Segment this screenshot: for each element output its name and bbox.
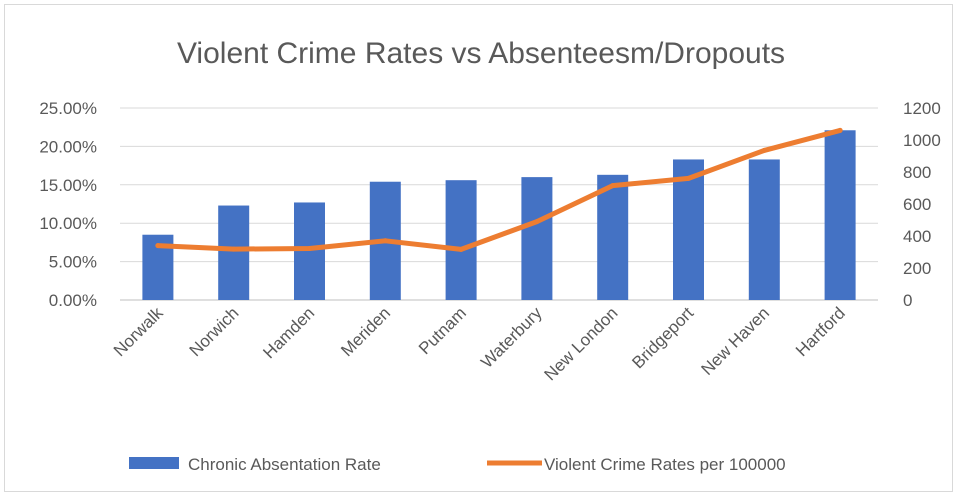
line-point — [761, 147, 767, 153]
x-tick-label: Waterbury — [477, 303, 546, 372]
chart-title: Violent Crime Rates vs Absenteesm/Dropou… — [177, 37, 785, 70]
line-point — [231, 246, 237, 252]
right-axis-ticks: 0 200 400 600 800 1000 1200 — [903, 99, 941, 310]
right-tick-label: 0 — [903, 291, 912, 310]
x-tick-label: Meriden — [337, 303, 394, 360]
left-tick-label: 15.00% — [39, 176, 97, 195]
bar — [521, 177, 553, 300]
legend-bar-swatch — [129, 457, 179, 469]
left-tick-label: 20.00% — [39, 137, 97, 156]
x-tick-label: Putnam — [415, 303, 470, 358]
line-point — [307, 245, 312, 251]
right-tick-label: 400 — [903, 227, 931, 246]
x-axis-labels: Norwalk Norwich Hamden Meriden Putnam Waterbu… — [110, 303, 849, 384]
right-tick-label: 200 — [903, 259, 931, 278]
right-tick-label: 800 — [903, 163, 931, 182]
line-point — [382, 238, 388, 244]
line-point — [155, 243, 161, 249]
bar — [597, 174, 629, 300]
x-tick-label: New London — [541, 303, 622, 384]
right-tick-label: 1200 — [903, 99, 941, 118]
line-point — [686, 175, 691, 181]
right-tick-label: 600 — [903, 195, 931, 214]
left-tick-label: 10.00% — [39, 214, 97, 233]
bar — [218, 205, 250, 300]
bar — [294, 202, 325, 300]
x-tick-label: Hamden — [259, 303, 318, 362]
line-point — [837, 127, 843, 133]
x-tick-label: Norwich — [186, 303, 243, 360]
x-tick-label: Bridgeport — [628, 303, 697, 372]
left-tick-label: 5.00% — [49, 253, 97, 272]
x-tick-label: Hartford — [792, 303, 849, 360]
line-point — [458, 246, 464, 252]
left-tick-label: 25.00% — [39, 99, 97, 118]
line-series — [155, 127, 843, 252]
bar — [445, 180, 477, 300]
legend-line-label: Violent Crime Rates per 100000 — [544, 455, 786, 474]
left-tick-label: 0.00% — [49, 291, 97, 310]
bar — [673, 159, 704, 300]
bar — [824, 130, 856, 300]
left-axis-ticks: 0.00% 5.00% 10.00% 15.00% 20.00% 25.00% — [39, 99, 97, 310]
legend-bar-label: Chronic Absentation Rate — [188, 455, 381, 474]
right-tick-label: 1000 — [903, 131, 941, 150]
bar — [748, 159, 780, 300]
line-point — [534, 219, 540, 225]
crime-rate-line — [155, 127, 843, 252]
x-tick-label: Norwalk — [110, 303, 167, 360]
line-point — [610, 183, 616, 189]
legend: Chronic Absentation Rate Violent Crime R… — [129, 455, 786, 474]
x-tick-label: New Haven — [698, 303, 774, 379]
